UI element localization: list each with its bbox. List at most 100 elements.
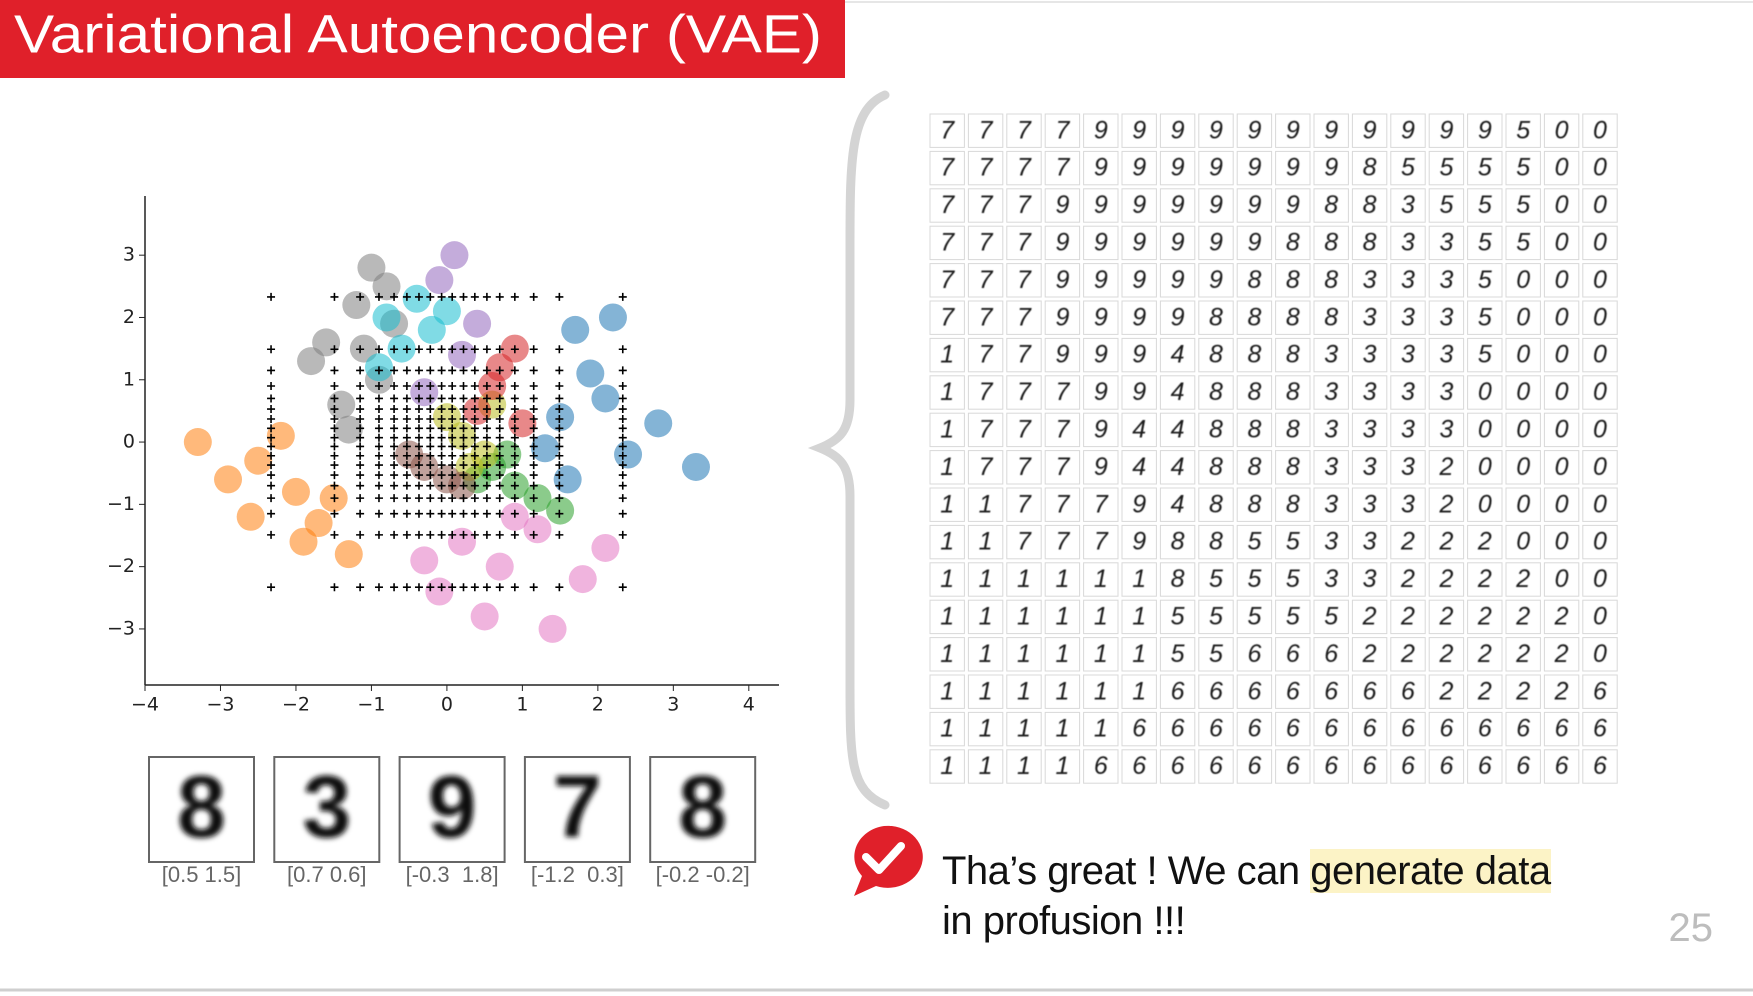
grid-cross [482, 345, 491, 354]
grid-cross [426, 292, 435, 301]
grid-cross [618, 292, 627, 301]
digit-cell [1313, 375, 1349, 410]
grid-cross [414, 494, 423, 503]
grid-cross [470, 442, 479, 451]
digit-cell [1313, 263, 1349, 298]
y-tick-label: 2 [123, 306, 135, 328]
digit-cell [1006, 412, 1042, 448]
digit-cell [1006, 487, 1042, 522]
sample-frame [273, 756, 381, 863]
digit-cell [967, 300, 1004, 335]
grid-cross [426, 451, 435, 460]
point [236, 502, 265, 531]
digit-cell [1121, 337, 1157, 373]
grid-cross [495, 394, 504, 403]
point [591, 533, 620, 562]
grid-cross [459, 366, 468, 375]
grid-cross [390, 394, 399, 403]
digit-cell [1351, 150, 1388, 186]
grid-cross [529, 345, 538, 354]
digit-cell [1505, 637, 1541, 672]
point [644, 409, 673, 438]
digit-cell [1006, 674, 1042, 709]
digit-cell [1313, 637, 1349, 672]
digit-cell [1083, 113, 1119, 148]
digit-cell [1505, 749, 1541, 784]
digit-cell [929, 300, 965, 335]
digit-cell [1313, 150, 1349, 186]
digit-cell [1428, 263, 1465, 298]
digit-cell [1044, 113, 1081, 148]
grid-cross [459, 451, 468, 460]
y-tick-label: −1 [107, 493, 135, 515]
digit-cell [1275, 300, 1311, 335]
digit-cell [1275, 113, 1311, 148]
grid-cross [437, 415, 446, 424]
grid-cross [495, 530, 504, 539]
digit-cell [1313, 450, 1349, 485]
grid-cross [374, 345, 383, 354]
grid-cross [330, 530, 339, 539]
digit-cell [1198, 562, 1234, 597]
digit-cell [1505, 524, 1541, 560]
point [440, 241, 469, 270]
digit-cell [1044, 711, 1081, 747]
message-text: Tha’s great ! We can [942, 849, 1311, 893]
message-highlight: generate data [1310, 849, 1551, 893]
grid-cross [448, 530, 457, 539]
digit-cell [1313, 300, 1349, 335]
grid-cross [482, 451, 491, 460]
grid-cross [470, 509, 479, 518]
grid-cross [529, 292, 538, 301]
grid-cross [510, 451, 519, 460]
digit-cell [1083, 524, 1119, 560]
grid-cross [470, 394, 479, 403]
digit-cell [1467, 412, 1503, 448]
digit-cell [1159, 487, 1196, 522]
grid-cross [495, 583, 504, 592]
grid-cross [426, 442, 435, 451]
grid-cross [330, 461, 339, 470]
digit-cell [1428, 450, 1465, 485]
digit-cell [1467, 674, 1503, 709]
grid-cross [330, 366, 339, 375]
grid-cross [426, 583, 435, 592]
digit-cell [1044, 375, 1081, 410]
grid-cross [356, 481, 365, 490]
digit-cell [929, 225, 965, 261]
grid-cross [374, 461, 383, 470]
digit-cell [929, 337, 965, 373]
grid-cross [426, 481, 435, 490]
digit-cell [1159, 599, 1196, 635]
grid-cross [555, 451, 564, 460]
digit-cell [1505, 188, 1541, 223]
digit-cell [1159, 749, 1196, 784]
grid-cross [414, 405, 423, 414]
digit-cell [1121, 225, 1157, 261]
point [531, 434, 560, 463]
grid-cross [330, 481, 339, 490]
point [425, 577, 454, 606]
grid-cross [402, 583, 411, 592]
digit-cell [1121, 524, 1157, 560]
grid-cross [390, 481, 399, 490]
digit-cell [1351, 412, 1388, 448]
grid-cross [414, 451, 423, 460]
x-tick-label: 0 [441, 694, 453, 716]
digit-cell [1159, 674, 1196, 709]
grid-cross [330, 583, 339, 592]
digit-cell [1467, 337, 1503, 373]
digit-cell [1467, 225, 1503, 261]
sample-digit: 9 [428, 757, 477, 856]
digit-cell [1351, 637, 1388, 672]
grid-cross [555, 509, 564, 518]
digit-cell [1467, 711, 1503, 747]
digit-cell [1121, 412, 1157, 448]
digit-cell [1083, 637, 1119, 672]
grid-cross [330, 394, 339, 403]
grid-cross [426, 366, 435, 375]
digit-cell [1313, 524, 1349, 560]
grid-cross [374, 415, 383, 424]
digit-cell [1390, 599, 1426, 635]
digit-cell [1582, 263, 1618, 298]
